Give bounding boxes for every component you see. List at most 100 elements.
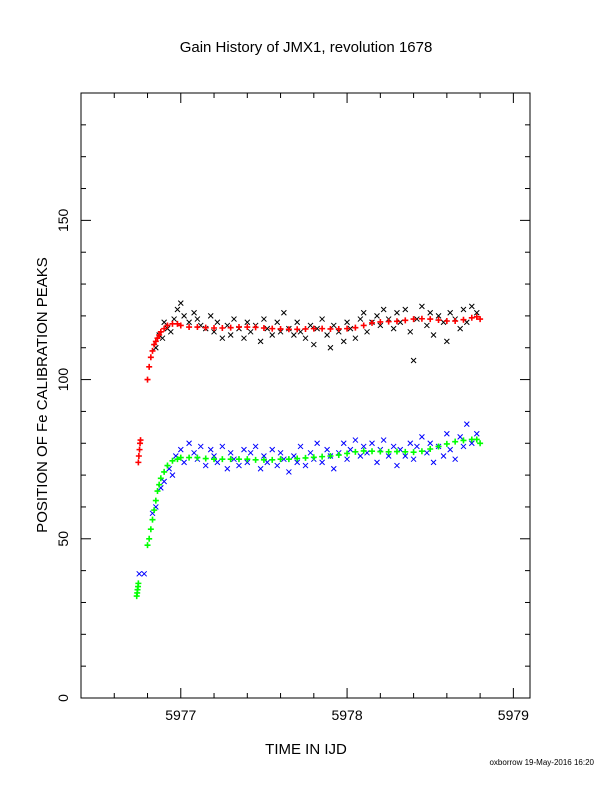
data-point [149, 516, 156, 523]
data-point [324, 446, 330, 453]
data-point [435, 317, 442, 324]
data-point [156, 332, 163, 338]
data-point [269, 332, 276, 338]
data-point [135, 459, 142, 466]
data-point [385, 453, 392, 459]
data-point [340, 440, 347, 447]
data-point [194, 324, 201, 331]
data-point [277, 325, 284, 332]
data-point [161, 478, 168, 485]
data-point [151, 341, 158, 348]
data-point [236, 462, 242, 469]
data-point [473, 436, 480, 443]
data-point [314, 325, 320, 332]
data-point [154, 335, 161, 342]
data-point [307, 322, 314, 329]
data-point [186, 454, 193, 461]
data-point [269, 446, 276, 453]
data-point [410, 449, 417, 456]
data-point [402, 448, 409, 455]
data-point [369, 319, 376, 326]
data-point [260, 324, 267, 331]
data-point [310, 454, 317, 461]
data-point [169, 457, 176, 464]
data-point [219, 324, 226, 331]
data-point [457, 325, 464, 332]
data-point [360, 443, 367, 450]
data-point [347, 325, 354, 332]
data-point [169, 472, 176, 478]
data-point [369, 448, 376, 455]
data-point [177, 454, 184, 461]
data-point [402, 306, 409, 313]
y-tick-label: 100 [55, 368, 71, 392]
data-point [144, 542, 151, 549]
data-point [186, 319, 192, 326]
data-point [344, 325, 351, 332]
data-point [285, 326, 292, 333]
data-point [344, 450, 351, 457]
data-point [149, 347, 156, 354]
data-point [427, 309, 434, 316]
data-point [135, 453, 142, 459]
data-point [357, 316, 364, 322]
data-point [231, 316, 237, 322]
data-point [219, 335, 226, 342]
data-point [310, 341, 317, 348]
data-point [135, 580, 142, 587]
data-point [231, 456, 237, 463]
data-point [291, 332, 297, 338]
data-point [443, 338, 450, 345]
data-point [447, 446, 454, 453]
data-point [235, 456, 242, 463]
data-point [261, 316, 267, 322]
data-point [164, 322, 171, 329]
data-point [191, 449, 197, 456]
plot-frame [80, 92, 531, 699]
data-point [335, 325, 342, 332]
data-point [352, 324, 359, 331]
data-point [310, 325, 317, 332]
data-point [435, 443, 442, 450]
data-point [136, 446, 143, 453]
data-point [257, 465, 264, 472]
data-point [136, 570, 143, 577]
data-point [402, 453, 409, 459]
data-point [430, 459, 437, 466]
data-point [302, 325, 309, 332]
data-point [164, 462, 171, 469]
data-point [241, 335, 247, 342]
y-tick-label: 50 [55, 531, 71, 547]
data-point [468, 440, 475, 447]
data-point [277, 456, 284, 463]
x-tick-label: 5979 [498, 707, 529, 723]
data-point [324, 332, 330, 338]
data-point [211, 453, 217, 459]
data-point [419, 303, 425, 310]
data-point [302, 335, 309, 342]
data-point [294, 319, 301, 326]
data-point [410, 357, 417, 364]
data-point [427, 316, 434, 323]
data-point [281, 456, 287, 463]
y-axis-label: POSITION OF Fe CALIBRATION PEAKS [34, 257, 51, 533]
data-point [197, 443, 204, 450]
data-point [414, 443, 420, 450]
data-point [174, 320, 181, 327]
data-point [430, 332, 437, 338]
data-point [473, 309, 480, 316]
data-point [274, 462, 281, 469]
data-point [452, 317, 459, 324]
data-point [443, 430, 450, 437]
data-point [424, 322, 430, 329]
data-point [211, 324, 218, 331]
data-point [307, 449, 314, 456]
data-point [186, 440, 192, 447]
data-point [171, 316, 177, 322]
data-point [463, 421, 470, 428]
data-point [269, 325, 276, 332]
data-point [257, 338, 264, 345]
data-point [319, 316, 325, 322]
data-point [159, 335, 166, 342]
data-point [352, 448, 359, 455]
